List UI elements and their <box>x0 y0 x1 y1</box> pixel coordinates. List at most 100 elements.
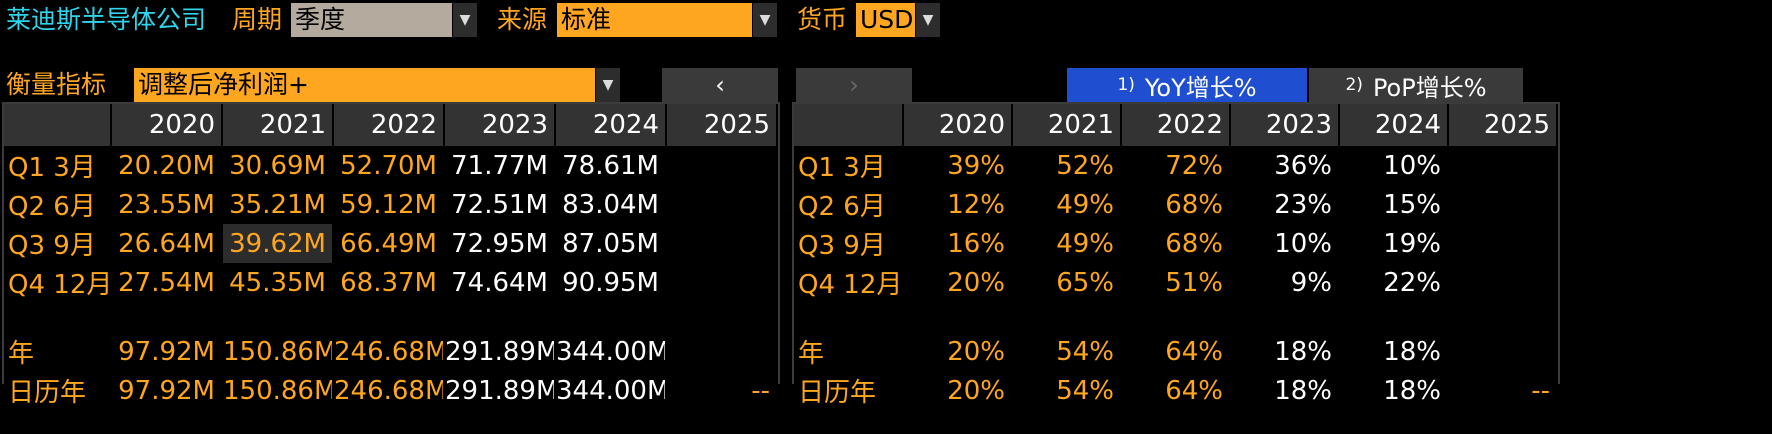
data-cell[interactable]: 27.54M <box>112 263 223 302</box>
data-cell[interactable]: 78.61M <box>556 146 667 185</box>
data-cell[interactable]: -- <box>667 371 778 410</box>
year-header[interactable]: 2023 <box>1231 104 1340 146</box>
data-cell[interactable]: 23.55M <box>112 185 223 224</box>
year-header[interactable]: 2025 <box>667 104 778 146</box>
data-cell[interactable] <box>1449 146 1558 185</box>
data-cell[interactable]: 26.64M <box>112 224 223 263</box>
data-cell[interactable]: 30.69M <box>223 146 334 185</box>
data-cell[interactable] <box>1449 332 1558 371</box>
data-cell[interactable]: 23% <box>1231 185 1340 224</box>
year-header[interactable]: 2022 <box>334 104 445 146</box>
data-cell[interactable]: 35.21M <box>223 185 334 224</box>
metric-dropdown[interactable]: 调整后净利润+ ▼ <box>134 68 620 102</box>
currency-dropdown[interactable]: USD ▼ <box>856 3 940 37</box>
data-cell[interactable]: 54% <box>1013 332 1122 371</box>
data-cell[interactable] <box>1449 263 1558 302</box>
chevron-down-icon[interactable]: ▼ <box>595 68 620 102</box>
data-cell[interactable]: 87.05M <box>556 224 667 263</box>
data-cell[interactable] <box>1449 224 1558 263</box>
data-cell[interactable]: 64% <box>1122 332 1231 371</box>
chevron-down-icon[interactable]: ▼ <box>752 3 777 37</box>
data-cell[interactable]: 54% <box>1013 371 1122 410</box>
data-cell[interactable]: 22% <box>1340 263 1449 302</box>
metric-value[interactable]: 调整后净利润+ <box>134 68 595 102</box>
data-cell[interactable]: 68.37M <box>334 263 445 302</box>
year-header[interactable]: 2023 <box>445 104 556 146</box>
data-cell[interactable] <box>667 185 778 224</box>
year-header[interactable]: 2020 <box>904 104 1013 146</box>
year-header[interactable]: 2024 <box>1340 104 1449 146</box>
data-cell[interactable]: 344.00M <box>556 371 667 410</box>
source-value[interactable]: 标准 <box>557 3 752 37</box>
data-cell[interactable]: 72.95M <box>445 224 556 263</box>
data-cell[interactable]: 19% <box>1340 224 1449 263</box>
data-cell[interactable]: 246.68M <box>334 371 445 410</box>
data-cell[interactable]: 71.77M <box>445 146 556 185</box>
period-dropdown[interactable]: 季度 ▼ <box>291 3 477 37</box>
year-header[interactable]: 2020 <box>112 104 223 146</box>
data-cell[interactable]: 39% <box>904 146 1013 185</box>
data-cell[interactable]: 49% <box>1013 224 1122 263</box>
data-cell[interactable]: 20.20M <box>112 146 223 185</box>
data-cell[interactable]: 97.92M <box>112 371 223 410</box>
data-cell[interactable]: 16% <box>904 224 1013 263</box>
data-cell[interactable]: 150.86M <box>223 332 334 371</box>
data-cell[interactable]: 65% <box>1013 263 1122 302</box>
tab-yoy-growth[interactable]: 1) YoY增长% <box>1067 68 1307 102</box>
year-header[interactable]: 2024 <box>556 104 667 146</box>
data-cell[interactable] <box>667 224 778 263</box>
year-header[interactable]: 2021 <box>1013 104 1122 146</box>
data-cell[interactable]: 49% <box>1013 185 1122 224</box>
tab-pop-growth[interactable]: 2) PoP增长% <box>1309 68 1523 102</box>
data-cell[interactable]: 20% <box>904 371 1013 410</box>
currency-value[interactable]: USD <box>856 3 915 37</box>
data-cell[interactable] <box>1449 185 1558 224</box>
data-cell[interactable]: 150.86M <box>223 371 334 410</box>
data-cell[interactable]: 12% <box>904 185 1013 224</box>
data-cell[interactable]: 10% <box>1231 224 1340 263</box>
data-cell[interactable]: 18% <box>1231 371 1340 410</box>
data-cell[interactable]: 97.92M <box>112 332 223 371</box>
data-cell[interactable]: 52% <box>1013 146 1122 185</box>
data-cell[interactable]: 45.35M <box>223 263 334 302</box>
data-cell[interactable]: 64% <box>1122 371 1231 410</box>
data-cell[interactable] <box>667 332 778 371</box>
data-cell[interactable]: 291.89M <box>445 332 556 371</box>
data-cell[interactable]: 68% <box>1122 185 1231 224</box>
data-cell[interactable]: 15% <box>1340 185 1449 224</box>
year-header[interactable]: 2022 <box>1122 104 1231 146</box>
data-cell[interactable]: 246.68M <box>334 332 445 371</box>
data-cell[interactable]: 72% <box>1122 146 1231 185</box>
prev-page-button[interactable]: ‹ <box>662 68 778 102</box>
data-cell[interactable]: 51% <box>1122 263 1231 302</box>
data-cell[interactable]: 90.95M <box>556 263 667 302</box>
data-cell[interactable]: 68% <box>1122 224 1231 263</box>
data-cell[interactable]: 20% <box>904 263 1013 302</box>
year-header[interactable]: 2021 <box>223 104 334 146</box>
period-value[interactable]: 季度 <box>291 3 452 37</box>
source-dropdown[interactable]: 标准 ▼ <box>557 3 777 37</box>
data-cell[interactable]: 74.64M <box>445 263 556 302</box>
data-cell[interactable]: 39.62M <box>223 224 334 263</box>
data-cell[interactable]: 344.00M <box>556 332 667 371</box>
data-cell[interactable]: 20% <box>904 332 1013 371</box>
chevron-down-icon[interactable]: ▼ <box>915 3 940 37</box>
data-cell[interactable]: 72.51M <box>445 185 556 224</box>
data-cell[interactable] <box>667 146 778 185</box>
data-cell[interactable]: 52.70M <box>334 146 445 185</box>
data-cell[interactable]: 59.12M <box>334 185 445 224</box>
data-cell[interactable]: 18% <box>1340 332 1449 371</box>
data-cell[interactable]: 291.89M <box>445 371 556 410</box>
data-cell[interactable]: 66.49M <box>334 224 445 263</box>
chevron-down-icon[interactable]: ▼ <box>452 3 477 37</box>
data-cell[interactable]: 18% <box>1340 371 1449 410</box>
data-cell[interactable]: 18% <box>1231 332 1340 371</box>
next-page-button[interactable]: › <box>796 68 912 102</box>
data-cell[interactable]: 83.04M <box>556 185 667 224</box>
data-cell[interactable] <box>667 263 778 302</box>
data-cell[interactable]: 10% <box>1340 146 1449 185</box>
data-cell[interactable]: 36% <box>1231 146 1340 185</box>
data-cell[interactable]: -- <box>1449 371 1558 410</box>
data-cell[interactable]: 9% <box>1231 263 1340 302</box>
year-header[interactable]: 2025 <box>1449 104 1558 146</box>
